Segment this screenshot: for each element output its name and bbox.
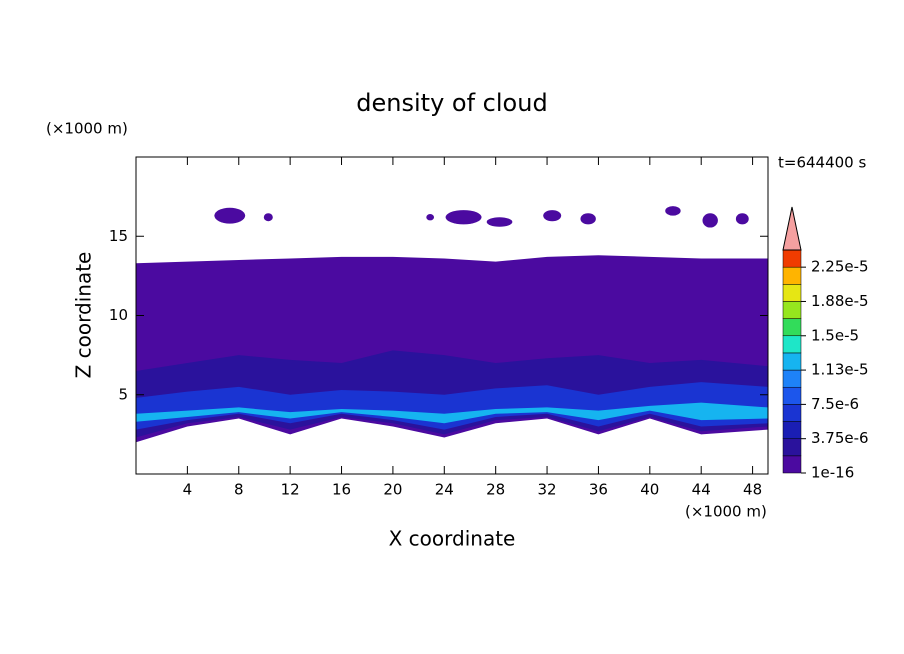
x-tick-label: 28 [486, 481, 505, 499]
colorbar-band [782, 249, 802, 268]
x-tick-label: 44 [692, 481, 711, 499]
colorbar-label: 1.13e-5 [811, 361, 869, 379]
colorbar-band [782, 284, 802, 302]
colorbar-label: 1.88e-5 [811, 292, 869, 310]
y-axis-label: Z coordinate [72, 252, 96, 379]
colorbar-label: 3.75e-6 [811, 429, 869, 447]
x-tick-label: 12 [281, 481, 300, 499]
colorbar-extend [782, 206, 802, 251]
colorbar-band [782, 369, 802, 388]
contour-band [136, 402, 768, 424]
cloud-blob [445, 210, 482, 225]
cloud-blob [486, 217, 513, 227]
y-tick-label: 15 [109, 227, 128, 245]
colorbar-label: 7.5e-6 [811, 395, 859, 413]
cloud-blob [543, 210, 562, 222]
x-unit: (×1000 m) [685, 503, 767, 521]
x-axis-label: X coordinate [389, 527, 516, 551]
x-tick-label: 32 [538, 481, 557, 499]
x-tick-label: 20 [383, 481, 402, 499]
colorbar-label: 1.5e-5 [811, 326, 859, 344]
cloud-blob [426, 214, 435, 221]
cloud-blob [580, 213, 596, 225]
colorbar-label: 2.25e-5 [811, 258, 869, 276]
y-tick-label: 10 [109, 306, 128, 324]
cloud-blob [735, 213, 749, 225]
x-tick-label: 16 [332, 481, 351, 499]
cloud-blob [702, 213, 718, 228]
x-tick-label: 48 [743, 481, 762, 499]
colorbar-label: 1e-16 [811, 464, 854, 482]
chart-title: density of cloud [356, 89, 547, 117]
x-tick-label: 24 [435, 481, 454, 499]
colorbar-band [782, 318, 802, 337]
time-label: t=644400 s [778, 154, 866, 172]
y-tick-label: 5 [118, 385, 128, 403]
y-unit: (×1000 m) [46, 120, 128, 138]
colorbar-band [782, 266, 802, 285]
cloud-blob [665, 206, 681, 216]
colorbar-band [782, 352, 802, 371]
colorbar-band [782, 455, 802, 474]
cloud-blob [214, 207, 246, 224]
x-tick-label: 36 [589, 481, 608, 499]
x-tick-label: 8 [234, 481, 244, 499]
colorbar-band [782, 404, 802, 422]
cloud-blob [263, 213, 273, 222]
colorbar-band [782, 335, 802, 354]
colorbar-band [782, 438, 802, 457]
x-tick-label: 40 [640, 481, 659, 499]
colorbar-band [782, 386, 802, 405]
x-tick-label: 4 [183, 481, 193, 499]
colorbar-band [782, 301, 802, 319]
colorbar-band [782, 421, 802, 439]
